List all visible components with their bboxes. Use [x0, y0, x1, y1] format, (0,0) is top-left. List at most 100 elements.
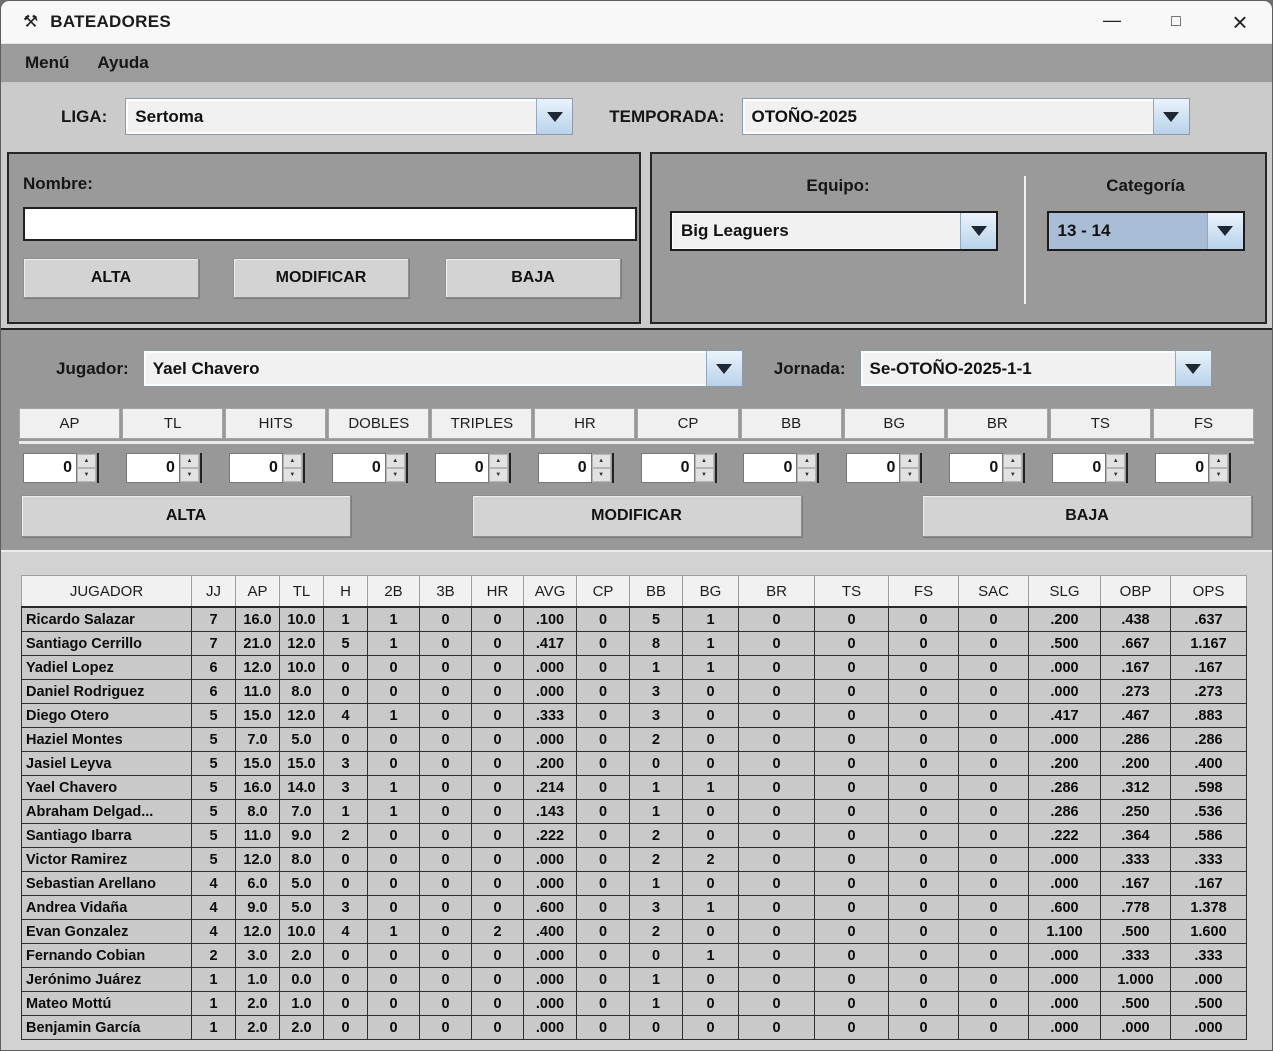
- spinner-down-icon[interactable]: ▼: [1209, 468, 1229, 482]
- column-header-sac[interactable]: SAC: [958, 575, 1029, 608]
- table-row[interactable]: Sebastian Arellano 4 6.0 5.0 0 0 0 0.000 0 1 0 0 0 0 0…: [21, 871, 1247, 896]
- table-row[interactable]: Jerónimo Juárez 1 1.0 0.0 0 0 0 0.000 0 1 0 0 0 0 0.00…: [21, 967, 1247, 992]
- stat-input-dobles[interactable]: 0 ▲ ▼: [331, 453, 408, 483]
- jugador-select[interactable]: Yael Chavero: [142, 350, 743, 387]
- stat-input-bg[interactable]: 0 ▲ ▼: [846, 453, 923, 483]
- column-header-avg[interactable]: AVG: [523, 575, 577, 608]
- spinner-up-icon[interactable]: ▲: [1106, 454, 1126, 468]
- spinner-down-icon[interactable]: ▼: [1003, 468, 1023, 482]
- column-header-ap[interactable]: AP: [235, 575, 280, 608]
- column-header-bg[interactable]: BG: [682, 575, 739, 608]
- column-header-br[interactable]: BR: [738, 575, 815, 608]
- stat-input-fs[interactable]: 0 ▲ ▼: [1155, 453, 1232, 483]
- column-header-jj[interactable]: JJ: [191, 575, 236, 608]
- table-row[interactable]: Yael Chavero 5 16.0 14.0 3 1 0 0.214 0 1 1 0 0 0 0.286…: [21, 775, 1247, 800]
- spinner-up-icon[interactable]: ▲: [797, 454, 817, 468]
- chevron-down-icon[interactable]: [960, 213, 996, 249]
- spinner-up-icon[interactable]: ▲: [1209, 454, 1229, 468]
- nombre-input[interactable]: [23, 207, 637, 241]
- table-row[interactable]: Santiago Ibarra 5 11.0 9.0 2 0 0 0.222 0 2 0 0 0 0 0.2…: [21, 823, 1247, 848]
- jornada-select[interactable]: Se-OTOÑO-2025-1-1: [859, 350, 1212, 387]
- table-row[interactable]: Daniel Rodriguez 6 11.0 8.0 0 0 0 0.000 0 3 0 0 0 0 0.…: [21, 679, 1247, 704]
- spinner-down-icon[interactable]: ▼: [385, 468, 405, 482]
- chevron-down-icon[interactable]: [1174, 351, 1211, 386]
- column-header-ts[interactable]: TS: [814, 575, 889, 608]
- chevron-down-icon[interactable]: [705, 351, 742, 386]
- spinner-down-icon[interactable]: ▼: [694, 468, 714, 482]
- table-row[interactable]: Jasiel Leyva 5 15.0 15.0 3 0 0 0.200 0 0 0 0 0 0 0.200…: [21, 751, 1247, 776]
- column-header-fs[interactable]: FS: [888, 575, 959, 608]
- table-row[interactable]: Evan Gonzalez 4 12.0 10.0 4 1 0 2.400 0 2 0 0 0 0 0 1.1…: [21, 919, 1247, 944]
- stat-cell: 1: [682, 655, 739, 680]
- stat-input-hits[interactable]: 0 ▲ ▼: [228, 453, 305, 483]
- spinner-up-icon[interactable]: ▲: [488, 454, 508, 468]
- spinner-down-icon[interactable]: ▼: [797, 468, 817, 482]
- table-row[interactable]: Ricardo Salazar 7 16.0 10.0 1 1 0 0.100 0 5 1 0 0 0 0.…: [21, 606, 1247, 632]
- maximize-button[interactable]: □: [1144, 1, 1208, 43]
- stat-input-triples[interactable]: 0 ▲ ▼: [434, 453, 511, 483]
- table-row[interactable]: Haziel Montes 5 7.0 5.0 0 0 0 0.000 0 2 0 0 0 0 0.000.…: [21, 727, 1247, 752]
- categoria-select[interactable]: 13 - 14: [1046, 211, 1245, 251]
- table-row[interactable]: Fernando Cobian 2 3.0 2.0 0 0 0 0.000 0 0 1 0 0 0 0.00…: [21, 943, 1247, 968]
- column-header-obp[interactable]: OBP: [1100, 575, 1171, 608]
- column-header-slg[interactable]: SLG: [1028, 575, 1101, 608]
- table-row[interactable]: Diego Otero 5 15.0 12.0 4 1 0 0.333 0 3 0 0 0 0 0.417.…: [21, 703, 1247, 728]
- spinner-down-icon[interactable]: ▼: [1106, 468, 1126, 482]
- spinner-up-icon[interactable]: ▲: [694, 454, 714, 468]
- spinner-down-icon[interactable]: ▼: [77, 468, 96, 482]
- table-row[interactable]: Abraham Delgad... 5 8.0 7.0 1 1 0 0.143 0 1 0 0 0 0 0.…: [21, 799, 1247, 824]
- close-button[interactable]: ×: [1208, 1, 1272, 43]
- stat-input-hr[interactable]: 0 ▲ ▼: [537, 453, 614, 483]
- column-header-cp[interactable]: CP: [576, 575, 630, 608]
- modificar-stats-button[interactable]: MODIFICAR: [471, 495, 802, 537]
- stat-input-br[interactable]: 0 ▲ ▼: [949, 453, 1026, 483]
- column-header-h[interactable]: H: [323, 575, 368, 608]
- column-header-3b[interactable]: 3B: [419, 575, 472, 608]
- spinner-up-icon[interactable]: ▲: [900, 454, 920, 468]
- spinner-up-icon[interactable]: ▲: [385, 454, 405, 468]
- temporada-select[interactable]: OTOÑO-2025: [741, 98, 1190, 135]
- stat-input-cp[interactable]: 0 ▲ ▼: [640, 453, 717, 483]
- baja-button[interactable]: BAJA: [445, 258, 621, 298]
- equipo-select[interactable]: Big Leaguers: [670, 211, 998, 251]
- liga-select[interactable]: Sertoma: [125, 98, 574, 135]
- table-row[interactable]: Victor Ramirez 5 12.0 8.0 0 0 0 0.000 0 2 2 0 0 0 0.00…: [21, 847, 1247, 872]
- stat-input-ap[interactable]: 0 ▲ ▼: [23, 453, 99, 483]
- table-row[interactable]: Yadiel Lopez 6 12.0 10.0 0 0 0 0.000 0 1 1 0 0 0 0.000…: [21, 655, 1247, 680]
- spinner-down-icon[interactable]: ▼: [282, 468, 302, 482]
- chevron-down-icon[interactable]: [536, 99, 573, 134]
- baja-stats-button[interactable]: BAJA: [922, 495, 1252, 537]
- spinner-up-icon[interactable]: ▲: [591, 454, 611, 468]
- stat-input-bb[interactable]: 0 ▲ ▼: [743, 453, 820, 483]
- spinner-up-icon[interactable]: ▲: [77, 454, 96, 468]
- chevron-down-icon[interactable]: [1206, 213, 1243, 249]
- stat-input-tl[interactable]: 0 ▲ ▼: [125, 453, 202, 483]
- stat-cell: .286: [1028, 775, 1101, 800]
- column-header-tl[interactable]: TL: [279, 575, 324, 608]
- spinner-down-icon[interactable]: ▼: [591, 468, 611, 482]
- modificar-button[interactable]: MODIFICAR: [233, 258, 409, 298]
- spinner-down-icon[interactable]: ▼: [488, 468, 508, 482]
- table-row[interactable]: Santiago Cerrillo 7 21.0 12.0 5 1 0 0.417 0 8 1 0 0 0…: [21, 631, 1247, 656]
- column-header-2b[interactable]: 2B: [367, 575, 420, 608]
- table-row[interactable]: Mateo Mottú 1 2.0 1.0 0 0 0 0.000 0 1 0 0 0 0 0.000.50…: [21, 991, 1247, 1016]
- spinner-down-icon[interactable]: ▼: [900, 468, 920, 482]
- menu-item-ayuda[interactable]: Ayuda: [97, 53, 149, 72]
- column-header-bb[interactable]: BB: [629, 575, 683, 608]
- chevron-down-icon[interactable]: [1152, 99, 1189, 134]
- spinner-up-icon[interactable]: ▲: [179, 454, 199, 468]
- column-header-ops[interactable]: OPS: [1170, 575, 1247, 608]
- table-row[interactable]: Andrea Vidaña 4 9.0 5.0 3 0 0 0.600 0 3 1 0 0 0 0.600.…: [21, 895, 1247, 920]
- column-header-jugador[interactable]: JUGADOR: [21, 575, 192, 608]
- spinner-down-icon[interactable]: ▼: [179, 468, 199, 482]
- column-header-hr[interactable]: HR: [471, 575, 524, 608]
- stat-input-ts[interactable]: 0 ▲ ▼: [1052, 453, 1129, 483]
- alta-stats-button[interactable]: ALTA: [21, 495, 351, 537]
- spinner-up-icon[interactable]: ▲: [282, 454, 302, 468]
- menu-item-menu[interactable]: Menú: [25, 53, 70, 72]
- table-row[interactable]: Benjamin García 1 2.0 2.0 0 0 0 0.000 0 0 0 0 0 0 0.00…: [21, 1015, 1247, 1040]
- stat-cell: 0: [888, 751, 959, 776]
- minimize-button[interactable]: —: [1080, 1, 1144, 43]
- spinner-up-icon[interactable]: ▲: [1003, 454, 1023, 468]
- alta-button[interactable]: ALTA: [23, 258, 199, 298]
